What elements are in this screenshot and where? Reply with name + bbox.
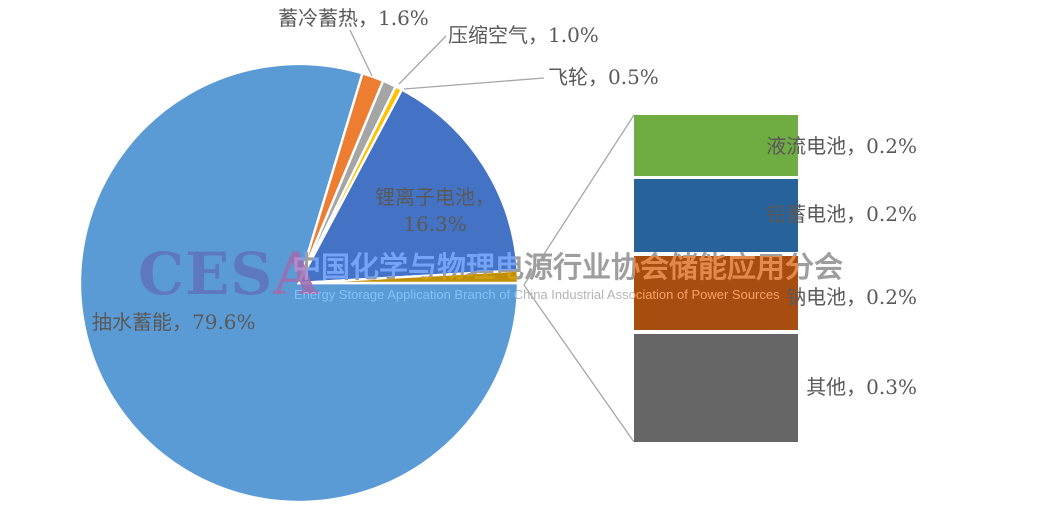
bar-lead-acid-battery [634, 179, 798, 252]
label-flywheel: 飞轮，0.5% [548, 65, 659, 89]
label-others: 其他，0.3% [806, 375, 917, 399]
label-li-ion-line2: 16.3% [403, 212, 467, 236]
label-thermal-storage: 蓄冷蓄热，1.6% [278, 6, 429, 30]
label-sodium-battery: 钠电池，0.2% [786, 285, 917, 309]
label-lead-acid-battery: 铅蓄电池，0.2% [766, 202, 917, 226]
label-li-ion-line1: 锂离子电池， [375, 185, 495, 209]
leader-flywheel [403, 77, 545, 90]
bar-sodium-battery [634, 256, 798, 330]
leader-thermal-storage [349, 29, 373, 77]
label-flow-battery: 液流电池，0.2% [766, 134, 917, 158]
funnel-line-bottom [523, 284, 635, 443]
label-compressed-air: 压缩空气，1.0% [448, 23, 599, 47]
pie-slice-breakout-group [298, 269, 520, 285]
label-li-ion-battery: 锂离子电池， 16.3% [364, 184, 506, 238]
funnel-line-top [523, 114, 635, 286]
bar-others [634, 334, 798, 442]
pie-slice-pumped-hydro [78, 62, 520, 504]
bar-flow-battery [634, 115, 798, 176]
label-pumped-hydro: 抽水蓄能，79.6% [92, 310, 256, 334]
pie-slice-li-ion-battery [296, 88, 519, 285]
leader-compressed-air [398, 35, 447, 85]
